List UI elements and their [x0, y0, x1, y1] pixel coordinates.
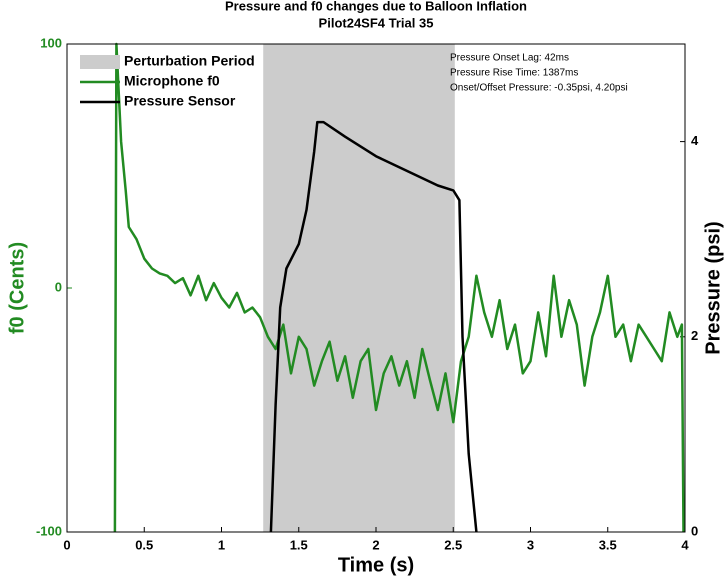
- legend-label: Microphone f0: [124, 73, 220, 89]
- x-tick-label: 1: [218, 537, 225, 552]
- chart-title: Pressure and f0 changes due to Balloon I…: [225, 0, 527, 13]
- x-axis-label: Time (s): [338, 554, 414, 576]
- x-tick-label: 2: [372, 537, 379, 552]
- annotation: Onset/Offset Pressure: -0.35psi, 4.20psi: [450, 83, 628, 94]
- x-tick-label: 1.5: [290, 537, 308, 552]
- y-tick-label: -100: [36, 523, 62, 538]
- legend-label: Perturbation Period: [124, 53, 255, 69]
- y-tick-label: 100: [40, 35, 62, 50]
- perturbation-region: [263, 44, 455, 532]
- x-tick-label: 2.5: [444, 537, 462, 552]
- series-line: [113, 42, 685, 533]
- legend-label: Pressure Sensor: [124, 93, 236, 109]
- legend-swatch: [80, 55, 120, 69]
- x-tick-label: 0: [63, 537, 70, 552]
- series-line: [269, 120, 478, 533]
- y-tick-label: 0: [55, 279, 62, 294]
- chart-subtitle: Pilot24SF4 Trial 35: [319, 15, 434, 30]
- annotation: Pressure Rise Time: 1387ms: [450, 68, 578, 79]
- y2-tick-label: 2: [691, 328, 698, 343]
- y-axis-label: f0 (Cents): [6, 242, 28, 334]
- x-tick-label: 0.5: [135, 537, 153, 552]
- x-tick-label: 3: [527, 537, 534, 552]
- x-tick-label: 3.5: [599, 537, 617, 552]
- annotation: Pressure Onset Lag: 42ms: [450, 53, 569, 64]
- plot-frame: [66, 43, 686, 533]
- y2-axis-label: Pressure (psi): [702, 221, 724, 354]
- x-tick-label: 4: [681, 537, 689, 552]
- y2-tick-label: 0: [691, 523, 698, 538]
- y2-tick-label: 4: [691, 133, 699, 148]
